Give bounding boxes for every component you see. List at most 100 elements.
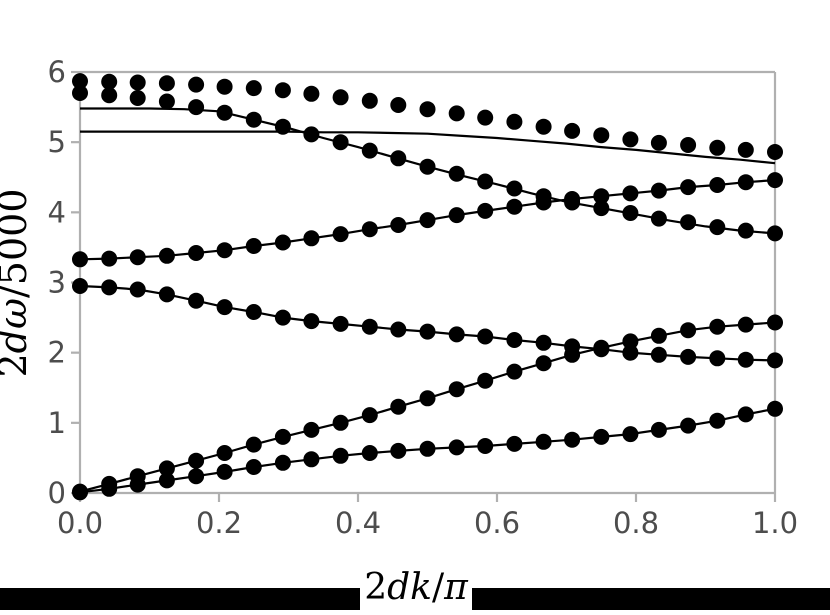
data-point [650,134,667,151]
data-point [216,463,233,480]
data-point [767,352,783,369]
data-point [216,242,233,259]
data-point [274,234,291,251]
data-point [101,475,118,492]
data-point [593,188,610,205]
data-point [593,127,610,144]
data-point [650,182,667,199]
data-point [737,316,754,333]
data-point [245,80,262,97]
data-point [506,435,523,452]
data-point [101,279,118,296]
data-point [419,158,436,175]
data-point [419,390,436,407]
data-point [332,315,349,332]
data-point [245,304,262,320]
data-point [158,472,175,489]
data-point [361,142,378,159]
y-tick-label: 1 [48,406,66,440]
data-point [245,238,262,254]
data-point [535,334,552,351]
data-point [650,327,667,344]
data-point [361,318,378,335]
data-point [709,318,726,335]
data-point [419,212,436,229]
data-point [477,372,494,389]
data-point [158,93,175,110]
data-point [188,76,205,93]
data-point [274,82,291,99]
data-point [622,426,639,443]
data-point [129,249,146,266]
data-point [593,200,610,217]
data-point [535,433,552,450]
data-point [101,87,118,104]
data-point [216,299,233,316]
data-point [303,126,320,143]
data-point [188,452,205,469]
data-point [564,122,581,139]
axes: 0.0 0.2 0.4 0.6 0.8 1.0 0 1 2 3 4 5 6 [48,55,799,540]
data-point [767,225,783,242]
y-tick-label: 5 [48,125,66,159]
optical-branch-4-data-points [72,73,783,160]
data-point [737,222,754,239]
data-point [188,245,205,261]
ylabel-prefix: 2 [0,353,35,377]
data-point [390,217,407,233]
data-point [506,180,523,197]
data-point [767,314,783,331]
data-point [274,454,291,471]
data-point [506,198,523,215]
data-point [709,350,726,367]
x-axis-label: 2dk/π [364,567,469,608]
data-point [390,442,407,459]
data-point [650,210,667,227]
data-point [274,309,291,326]
data-point [419,440,436,457]
data-point [216,78,233,95]
data-point [303,421,320,438]
data-point [129,74,146,91]
x-tick-label: 0.2 [196,506,242,540]
data-point [448,381,465,398]
data-point [564,194,581,211]
data-point [361,92,378,109]
data-point [188,292,205,309]
data-point [448,326,465,343]
data-point [767,144,783,160]
data-point [129,468,146,485]
data-point [361,221,378,238]
data-point [535,188,552,205]
x-tick-label: 0.8 [613,506,659,540]
data-point [709,412,726,429]
data-point [158,286,175,303]
data-point [419,323,436,340]
data-point [767,400,783,417]
data-point [477,173,494,190]
data-point [709,177,726,193]
acoustic-branch-1-data-points [72,400,783,501]
data-point [216,445,233,461]
data-point [332,226,349,243]
data-point [564,431,581,448]
data-point [72,85,88,101]
data-point [303,230,320,247]
y-tick-label: 0 [48,476,66,510]
data-point [448,207,465,224]
y-tick-label: 6 [48,55,66,89]
data-point [361,407,378,424]
series [72,73,783,501]
data-point [680,417,697,434]
data-point [680,214,697,231]
data-point [448,105,465,122]
data-point [506,363,523,380]
y-tick-label: 4 [48,195,66,229]
data-point [303,451,320,468]
data-point [332,414,349,431]
y-tick-label: 3 [48,266,66,300]
data-point [477,109,494,126]
optical-branch-1-data-line [79,284,776,362]
data-point [622,333,639,350]
x-tick-label: 0.0 [57,506,103,540]
